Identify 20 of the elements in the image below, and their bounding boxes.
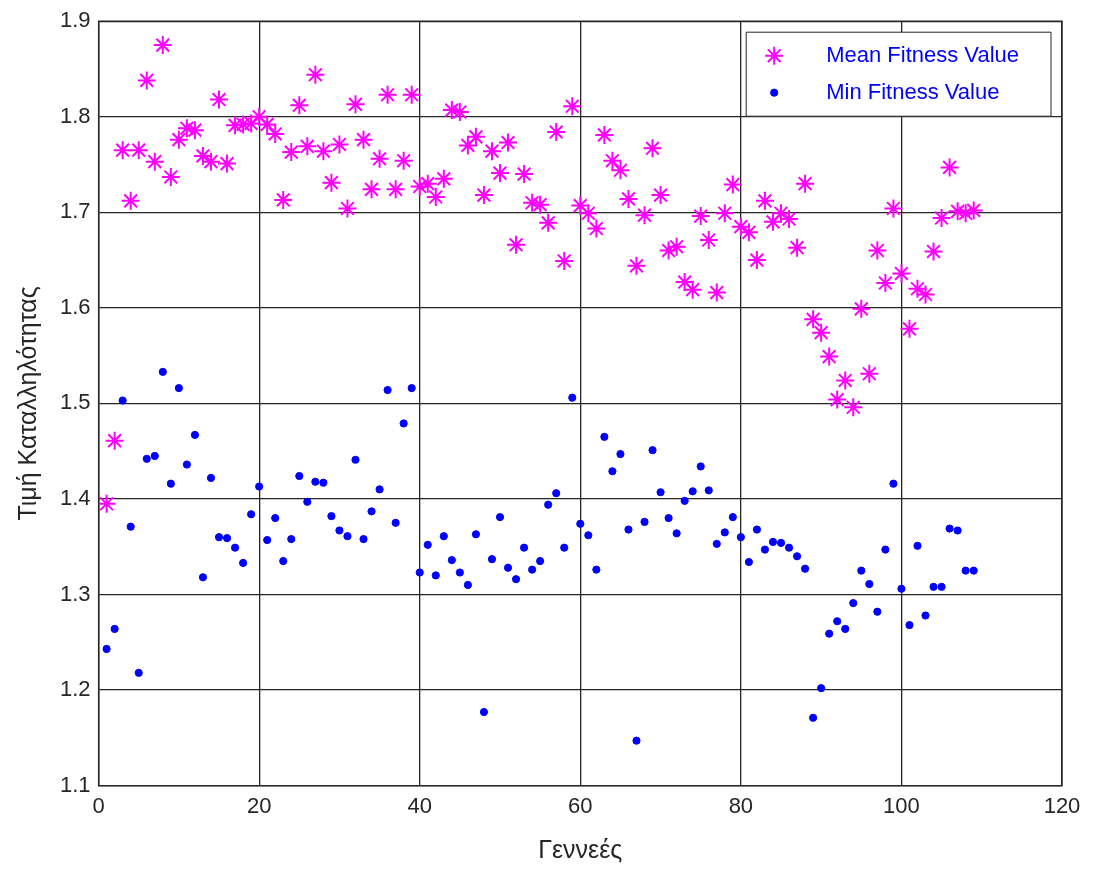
y-tick-label: 1.4 <box>59 485 91 511</box>
y-tick-label: 1.7 <box>59 198 91 224</box>
legend-label: Min Fitness Value <box>826 78 1000 104</box>
y-tick-label: 1.1 <box>59 771 91 797</box>
x-axis-title: Γεννεές <box>538 834 623 863</box>
x-tick-label: 40 <box>407 792 432 818</box>
x-tick-label: 80 <box>728 792 754 818</box>
y-tick-label: 1.8 <box>59 102 91 128</box>
y-tick-label: 1.5 <box>59 389 91 415</box>
y-tick-label: 1.3 <box>59 580 91 606</box>
y-tick-label: 1.9 <box>59 7 91 33</box>
x-tick-label: 0 <box>92 792 105 818</box>
y-tick-label: 1.2 <box>59 676 91 702</box>
y-tick-label: 1.6 <box>59 293 91 319</box>
x-tick-label: 120 <box>1043 792 1081 818</box>
y-axis-title: Τιμή Καταλληλότητας <box>12 286 41 521</box>
x-tick-label: 60 <box>568 792 593 818</box>
legend-label: Mean Fitness Value <box>826 41 1020 67</box>
x-tick-label: 20 <box>246 792 272 818</box>
x-tick-label: 100 <box>883 792 920 818</box>
